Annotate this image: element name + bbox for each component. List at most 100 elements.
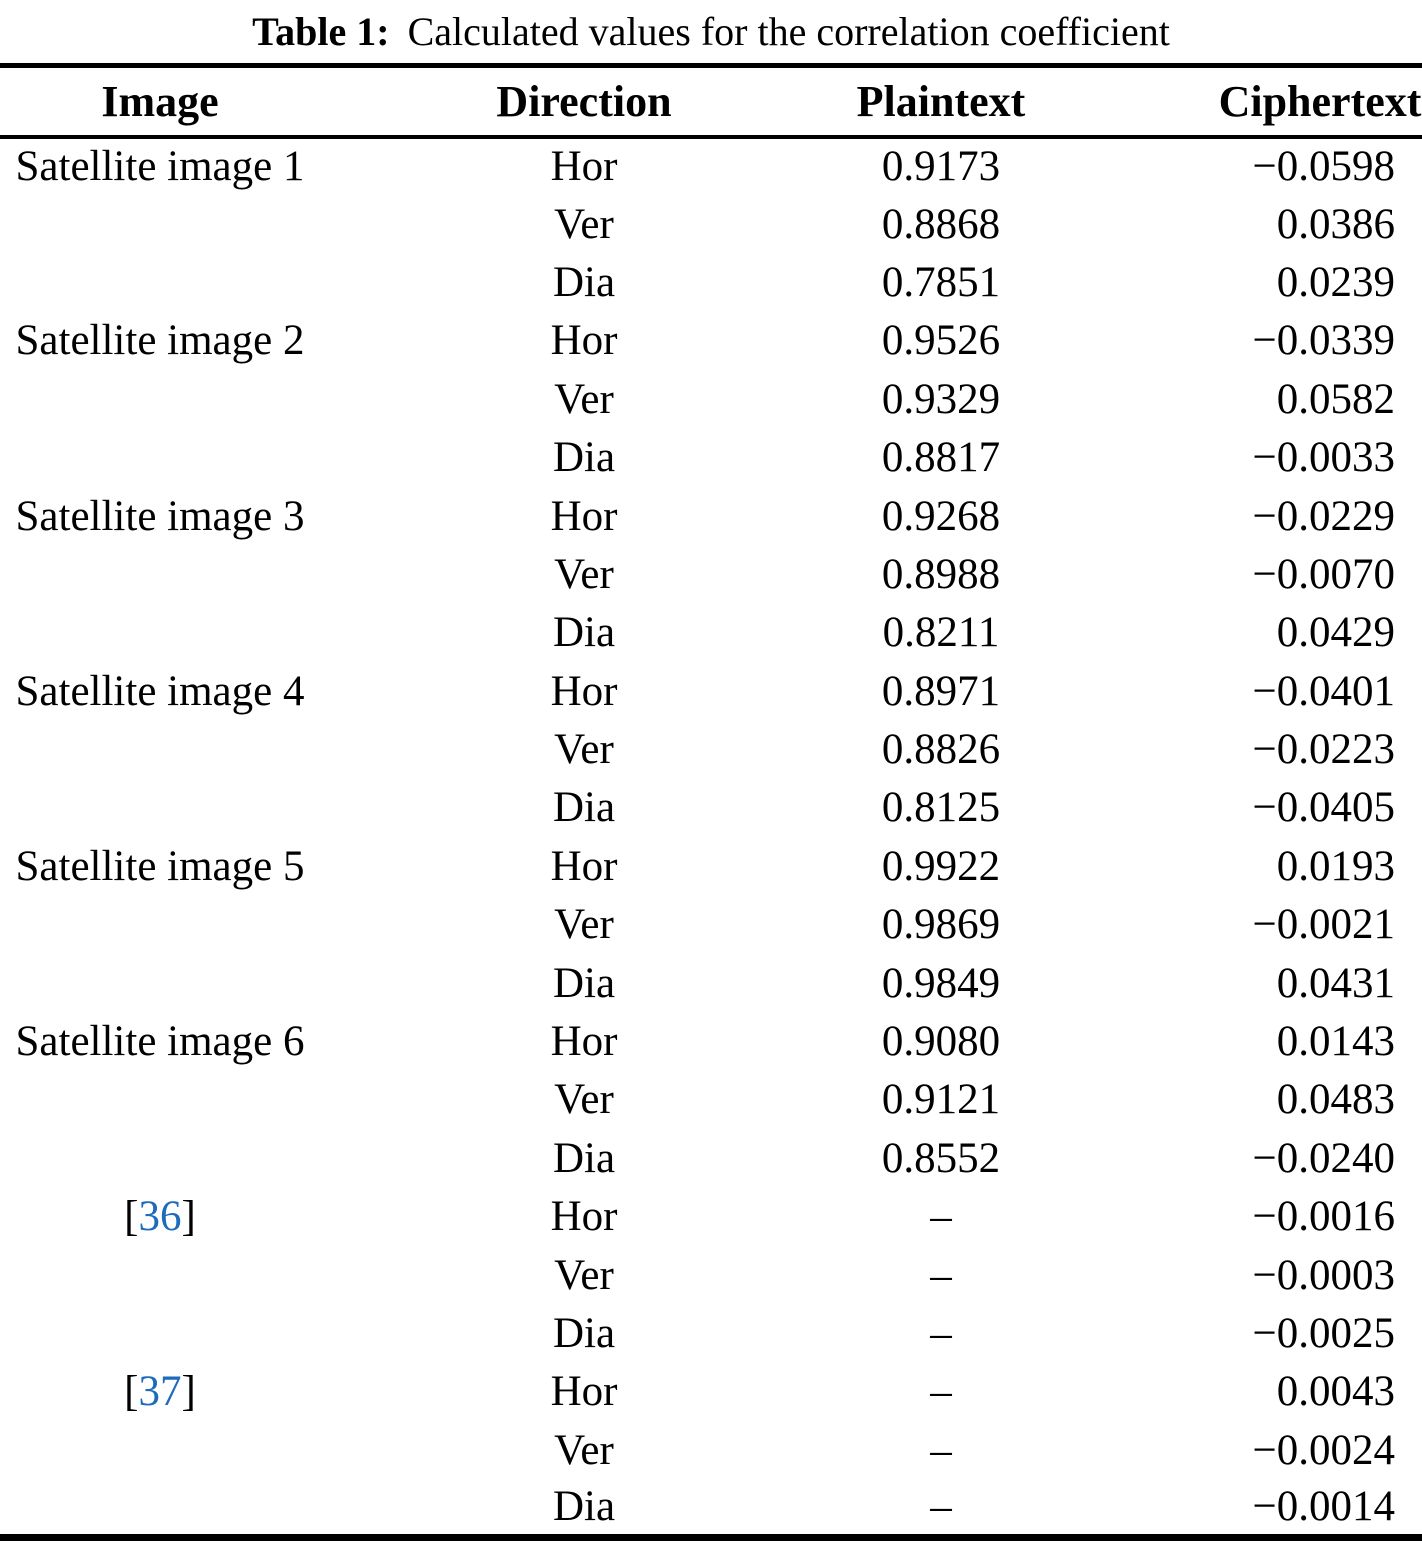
plaintext-cell: 0.8868 (881, 200, 1001, 248)
ciphertext-cell: −0.0021 (1252, 901, 1395, 949)
citation-link-37[interactable]: 37 (138, 1368, 182, 1416)
table-row: Ver 0.8868 0.0386 (0, 195, 1422, 253)
image-cell (0, 604, 320, 662)
image-cell (0, 1246, 320, 1304)
ciphertext-cell: 0.0239 (1276, 258, 1395, 306)
plaintext-cell: – (930, 1368, 952, 1416)
table-row: Dia 0.8552 −0.0240 (0, 1129, 1422, 1187)
table-row: Dia – −0.0025 (0, 1304, 1422, 1362)
image-cell-citation: [36] (0, 1188, 320, 1246)
plaintext-cell: – (930, 1426, 952, 1474)
direction-cell: Dia (552, 784, 616, 832)
citation-bracket-open: [ (124, 1368, 139, 1416)
table-header-row: Image Direction Plaintext Ciphertext (0, 66, 1422, 137)
table-row: Ver 0.8988 −0.0070 (0, 545, 1422, 603)
plaintext-cell: 0.8826 (881, 726, 1001, 774)
ciphertext-cell: −0.0025 (1252, 1310, 1395, 1357)
table-row: [36] Hor – −0.0016 (0, 1188, 1422, 1246)
direction-cell: Ver (554, 726, 614, 774)
image-cell (0, 1129, 320, 1187)
ciphertext-cell: −0.0339 (1252, 317, 1395, 365)
column-header-direction: Direction (496, 76, 672, 126)
table-caption-label: Table 1: (252, 9, 390, 54)
image-cell: Satellite image 4 (15, 667, 305, 715)
table-row: Satellite image 5 Hor 0.9922 0.0193 (0, 837, 1422, 895)
table-row: Ver – −0.0024 (0, 1421, 1422, 1479)
image-cell-citation: [37] (0, 1363, 320, 1421)
image-cell (0, 1421, 320, 1479)
plaintext-cell: 0.8817 (881, 434, 1001, 482)
plaintext-cell: – (930, 1483, 952, 1531)
plaintext-cell: 0.9922 (881, 842, 1001, 890)
plaintext-cell: – (930, 1193, 952, 1241)
image-cell: Satellite image 3 (15, 492, 305, 540)
table-row: Ver 0.9869 −0.0021 (0, 896, 1422, 954)
direction-cell: Hor (550, 1018, 618, 1066)
ciphertext-cell: −0.0401 (1252, 667, 1395, 715)
image-cell: Satellite image 6 (15, 1018, 305, 1066)
plaintext-cell: 0.7851 (881, 258, 1001, 306)
direction-cell: Dia (552, 1483, 616, 1531)
direction-cell: Dia (552, 959, 616, 1007)
image-cell: Satellite image 5 (15, 842, 305, 890)
plaintext-cell: 0.9869 (881, 901, 1001, 949)
plaintext-cell: 0.9329 (881, 375, 1001, 423)
table-row: Dia 0.8125 −0.0405 (0, 779, 1422, 837)
column-header-plaintext: Plaintext (856, 76, 1026, 126)
table-row: Ver 0.9329 0.0582 (0, 370, 1422, 428)
direction-cell: Hor (550, 492, 618, 540)
direction-cell: Ver (554, 901, 614, 949)
direction-cell: Hor (550, 1368, 618, 1416)
table-row: Dia 0.8211 0.0429 (0, 604, 1422, 662)
image-cell (0, 896, 320, 954)
plaintext-cell: 0.9849 (881, 959, 1001, 1007)
table-caption-text: Calculated values for the correlation co… (407, 9, 1170, 54)
table-row: Ver – −0.0003 (0, 1246, 1422, 1304)
plaintext-cell: 0.8552 (881, 1134, 1001, 1182)
table-row: Ver 0.8826 −0.0223 (0, 720, 1422, 778)
ciphertext-cell: 0.0429 (1276, 609, 1395, 657)
plaintext-cell: – (930, 1251, 952, 1299)
ciphertext-cell: 0.0483 (1276, 1076, 1395, 1124)
column-header-ciphertext: Ciphertext (1218, 76, 1422, 126)
column-header-image: Image (101, 76, 219, 126)
ciphertext-cell: −0.0223 (1252, 726, 1395, 774)
table-row: Satellite image 2 Hor 0.9526 −0.0339 (0, 312, 1422, 370)
ciphertext-cell: −0.0033 (1252, 434, 1395, 482)
direction-cell: Ver (554, 375, 614, 423)
citation-link-36[interactable]: 36 (138, 1193, 182, 1241)
direction-cell: Dia (552, 609, 616, 657)
image-cell (0, 1479, 320, 1537)
ciphertext-cell: −0.0014 (1252, 1483, 1395, 1531)
table-row: Dia 0.7851 0.0239 (0, 253, 1422, 311)
ciphertext-cell: −0.0598 (1252, 143, 1395, 191)
direction-cell: Ver (554, 1426, 614, 1474)
ciphertext-cell: 0.0143 (1276, 1018, 1395, 1066)
direction-cell: Hor (550, 143, 618, 191)
image-cell (0, 253, 320, 311)
image-cell (0, 779, 320, 837)
direction-cell: Dia (552, 258, 616, 306)
ciphertext-cell: −0.0405 (1252, 784, 1395, 832)
image-cell (0, 954, 320, 1012)
plaintext-cell: 0.9173 (881, 143, 1001, 191)
plaintext-cell: 0.8971 (881, 667, 1001, 715)
direction-cell: Hor (550, 317, 618, 365)
image-cell (0, 545, 320, 603)
ciphertext-cell: −0.0024 (1252, 1426, 1395, 1474)
image-cell (0, 195, 320, 253)
plaintext-cell: 0.9121 (881, 1076, 1001, 1124)
plaintext-cell: 0.9080 (881, 1018, 1001, 1066)
table-row: Ver 0.9121 0.0483 (0, 1071, 1422, 1129)
direction-cell: Hor (550, 667, 618, 715)
image-cell (0, 370, 320, 428)
table-row: Satellite image 6 Hor 0.9080 0.0143 (0, 1012, 1422, 1070)
table-row: Dia 0.8817 −0.0033 (0, 428, 1422, 486)
citation-bracket-close: ] (181, 1368, 196, 1416)
table-row: Satellite image 3 Hor 0.9268 −0.0229 (0, 487, 1422, 545)
direction-cell: Dia (552, 434, 616, 482)
plaintext-cell: 0.8125 (881, 784, 1001, 832)
plaintext-cell: 0.9268 (881, 492, 1001, 540)
table-row: Satellite image 1 Hor 0.9173 −0.0598 (0, 137, 1422, 195)
plaintext-cell: 0.8988 (881, 550, 1001, 598)
